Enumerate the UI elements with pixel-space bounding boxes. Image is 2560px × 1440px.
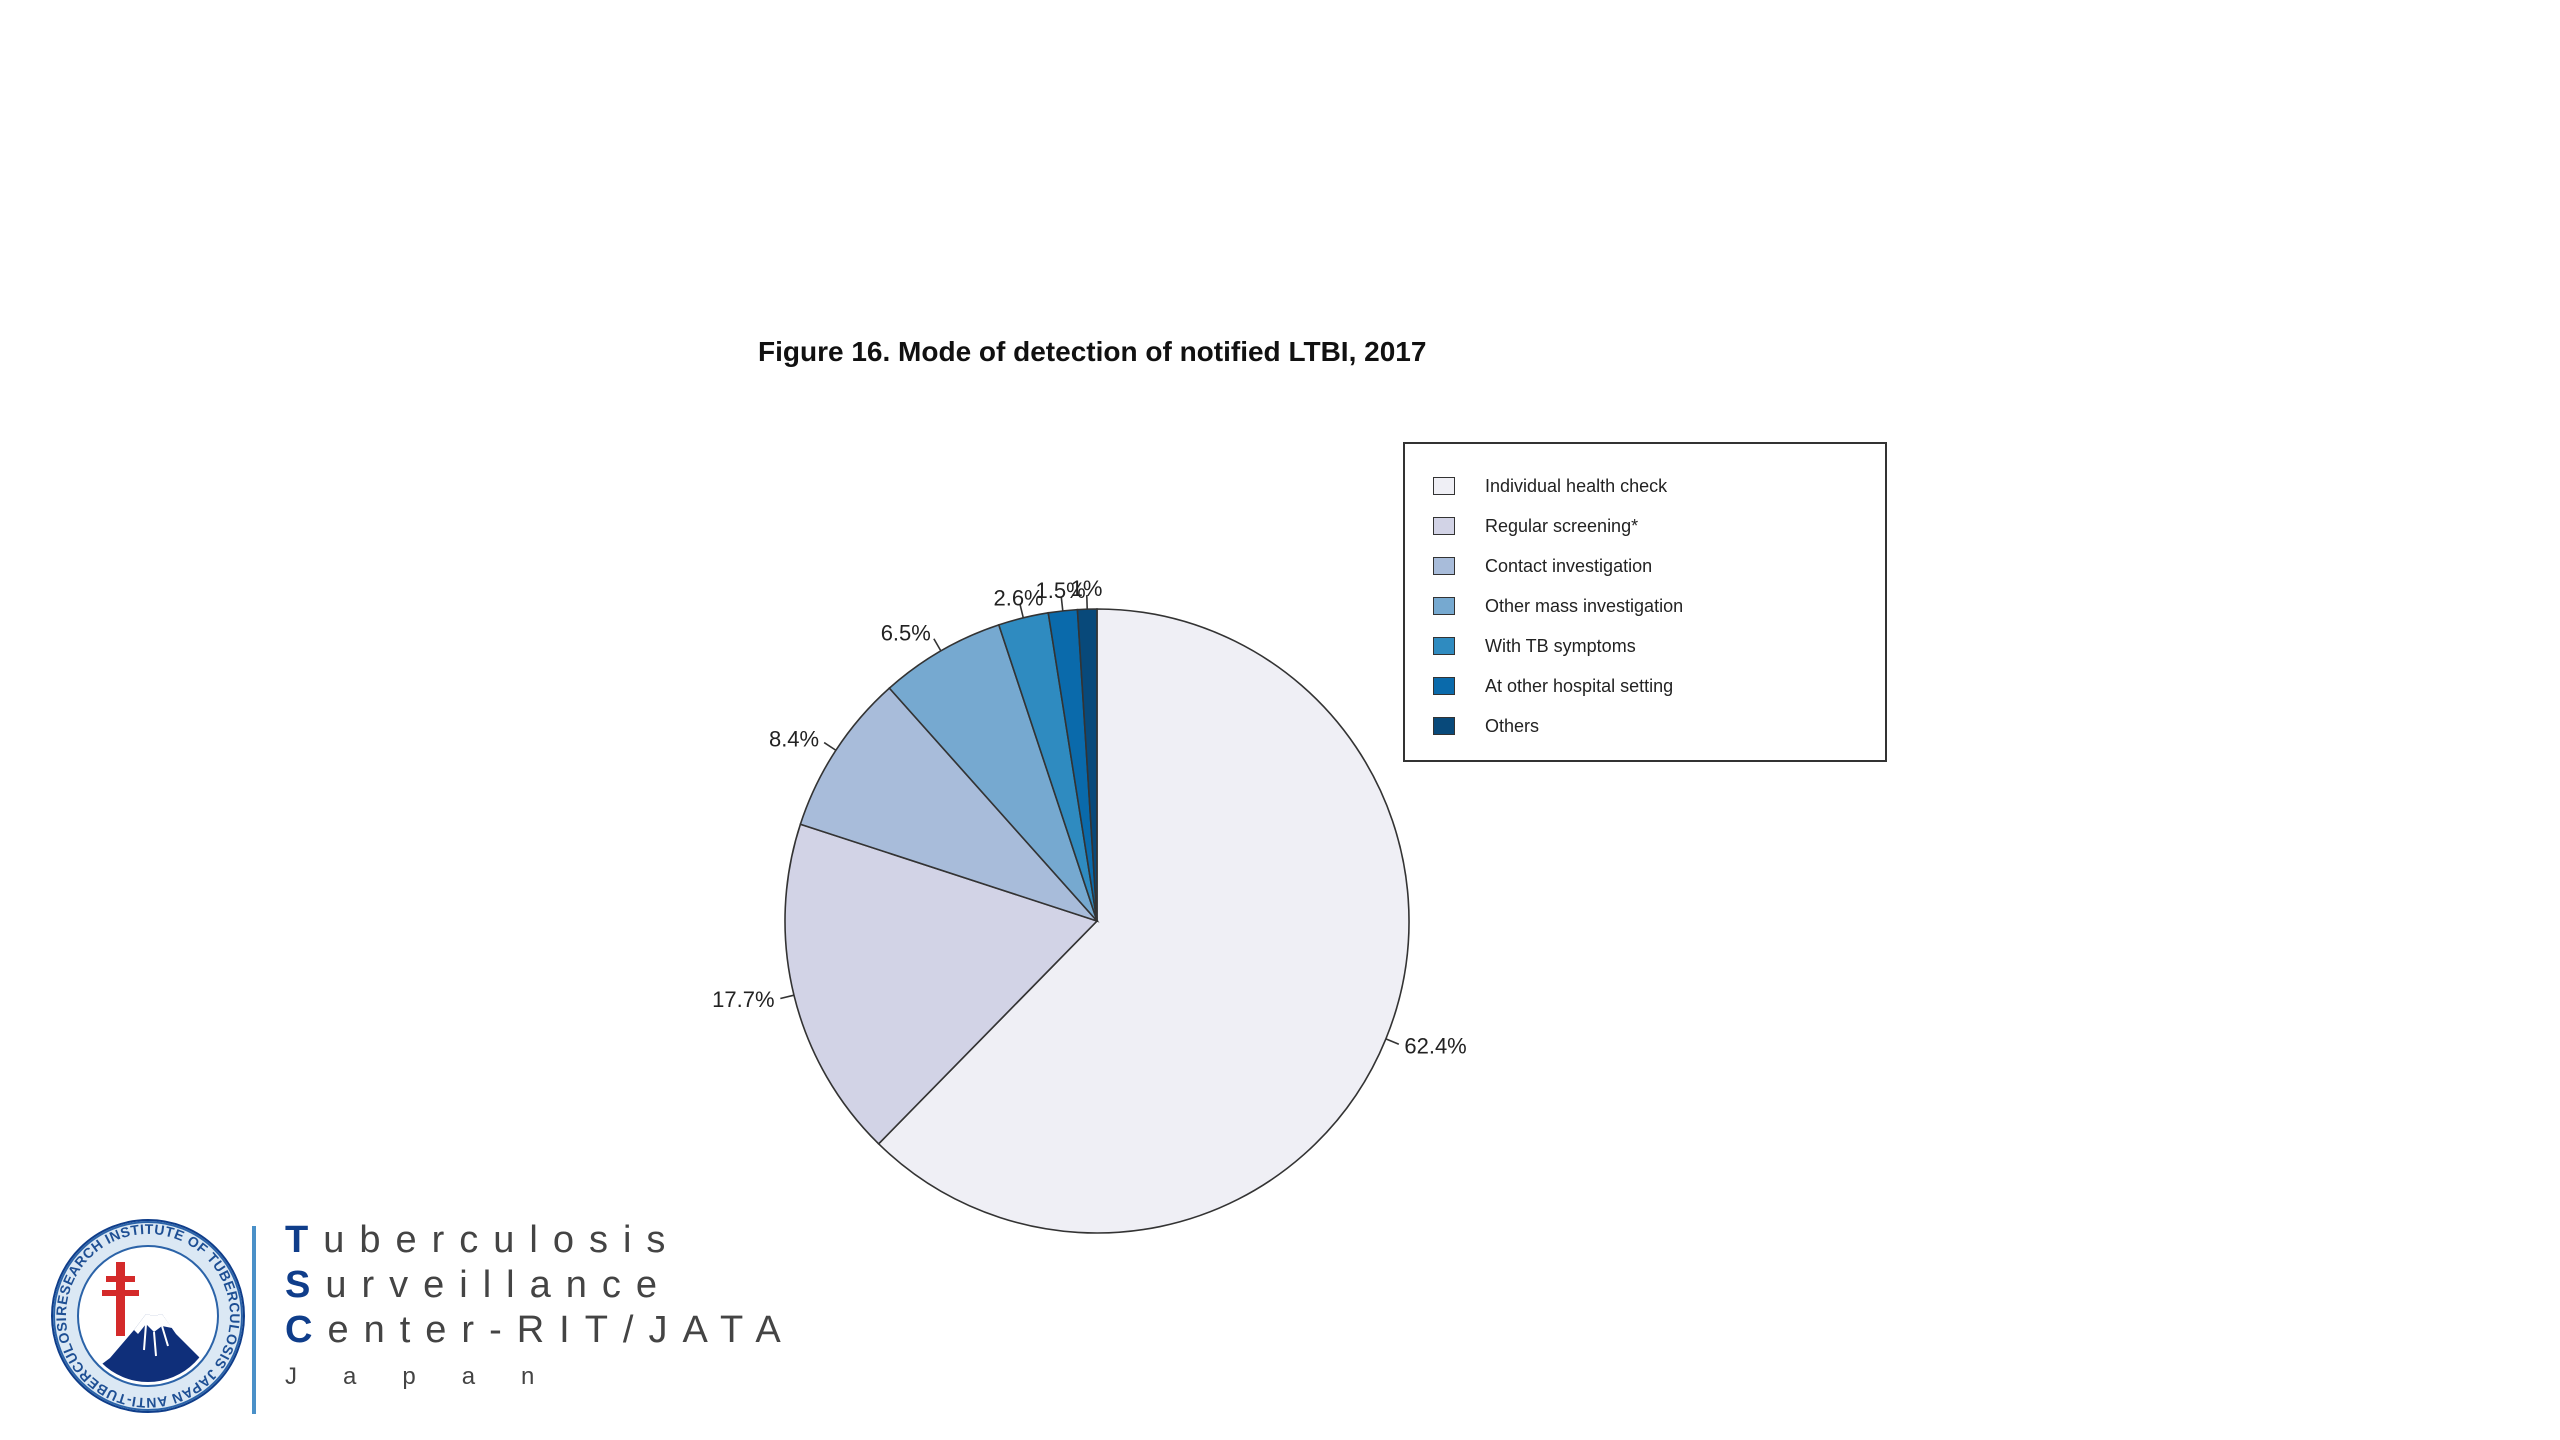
- legend-label: Other mass investigation: [1485, 595, 1684, 616]
- legend-swatch: [1433, 477, 1455, 495]
- legend-swatch: [1433, 717, 1455, 735]
- legend-item-other-mass-investigation: Other mass investigation: [1433, 594, 1683, 618]
- cross-icon: [102, 1262, 139, 1336]
- pie-label-with-tb-symptoms: 2.6%: [993, 585, 1043, 610]
- logo-divider: [252, 1226, 256, 1414]
- pie-label-at-other-hospital-setting: 1.5%: [1036, 578, 1086, 603]
- logo-line-surveillance: Surveillance: [285, 1264, 673, 1306]
- leader-line-at-other-hospital-setting: [1060, 596, 1064, 611]
- legend-item-others: Others: [1433, 714, 1539, 738]
- legend-label: Regular screening*: [1485, 515, 1639, 536]
- leader-line-other-mass-investigation: [933, 638, 942, 652]
- legend-label: Contact investigation: [1485, 555, 1653, 576]
- legend-item-individual-health-check: Individual health check: [1433, 474, 1667, 498]
- pie-slice-other-mass-investigation: [888, 623, 1098, 922]
- logo-seal-icon: RESEARCH INSTITUTE OF TUBERCULOSIS JAPAN…: [50, 1218, 245, 1413]
- pie-label-contact-investigation: 8.4%: [769, 726, 819, 751]
- chart-legend: Individual health check Regular screening…: [1403, 442, 1887, 762]
- legend-label: Individual health check: [1485, 475, 1668, 496]
- legend-item-with-tb-symptoms: With TB symptoms: [1433, 634, 1636, 658]
- legend-item-at-other-hospital-setting: At other hospital setting: [1433, 674, 1673, 698]
- leader-line-regular-screening: [780, 994, 795, 1000]
- leader-line-contact-investigation: [823, 741, 837, 751]
- pie-label-regular-screening: 17.7%: [712, 987, 774, 1012]
- legend-swatch: [1433, 597, 1455, 615]
- legend-item-regular-screening: Regular screening*: [1433, 514, 1638, 538]
- pie-slice-contact-investigation: [799, 686, 1100, 923]
- logo-line-center: Center-RIT/JATA: [285, 1309, 796, 1351]
- logo-line-tuberculosis: Tuberculosis: [285, 1219, 681, 1261]
- legend-label: With TB symptoms: [1485, 635, 1636, 656]
- legend-swatch: [1433, 637, 1455, 655]
- leader-line-with-tb-symptoms: [1019, 604, 1025, 619]
- legend-swatch: [1433, 557, 1455, 575]
- legend-swatch: [1433, 677, 1455, 695]
- pie-label-other-mass-investigation: 6.5%: [881, 621, 931, 646]
- pie-labels: 62.4% 17.7% 8.4% 6.5% 2.6%1.5%1%: [712, 576, 1467, 1058]
- pie-label-others: 1%: [1071, 576, 1103, 601]
- logo-text: Tuberculosis Surveillance Center-RIT/JAT…: [285, 1218, 796, 1397]
- pie-slices: [784, 608, 1410, 1234]
- pie-label-individual-health-check: 62.4%: [1404, 1033, 1466, 1058]
- legend-swatch: [1433, 517, 1455, 535]
- pie-slice-individual-health-check: [877, 608, 1410, 1234]
- legend-item-contact-investigation: Contact investigation: [1433, 554, 1652, 578]
- legend-label: At other hospital setting: [1485, 675, 1674, 696]
- legend-label: Others: [1485, 715, 1540, 736]
- chart-title: Figure 16. Mode of detection of notified…: [758, 336, 1427, 367]
- leader-line-individual-health-check: [1385, 1038, 1400, 1045]
- logo-country: Japan: [285, 1363, 581, 1390]
